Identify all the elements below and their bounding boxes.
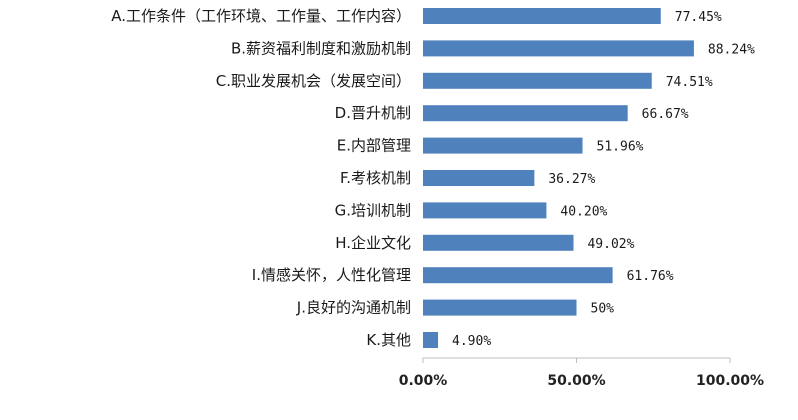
bar-6 <box>423 202 547 219</box>
data-label-6: 40.20% <box>560 204 607 219</box>
category-label-10: K.其他 <box>366 331 411 349</box>
bar-4 <box>423 137 583 154</box>
bar-3 <box>423 105 628 122</box>
data-label-3: 66.67% <box>642 107 689 122</box>
category-label-5: F.考核机制 <box>340 169 411 187</box>
x-tick-label-0: 0.00% <box>399 373 448 389</box>
x-tick-label-2: 100.00% <box>696 373 764 389</box>
bar-9 <box>423 299 577 316</box>
data-label-10: 4.90% <box>452 334 491 349</box>
bar-8 <box>423 267 613 284</box>
data-label-1: 88.24% <box>708 42 755 57</box>
bar-5 <box>423 170 535 186</box>
category-label-8: I.情感关怀，人性化管理 <box>252 266 411 284</box>
data-label-4: 51.96% <box>597 140 644 155</box>
x-tick-label-1: 50.00% <box>547 373 605 389</box>
category-label-4: E.内部管理 <box>337 137 411 155</box>
category-labels: A.工作条件（工作环境、工作量、工作内容） B.薪资福利制度和激励机制 C.职业发展… <box>111 7 411 349</box>
category-label-1: B.薪资福利制度和激励机制 <box>231 39 411 57</box>
bar-7 <box>423 234 574 251</box>
category-label-3: D.晋升机制 <box>335 104 411 122</box>
x-axis: 0.00% 50.00% 100.00% <box>399 357 764 389</box>
data-labels: 77.45% 88.24% 74.51% 66.67% 51.96% 36.27% 40.2… <box>452 10 755 349</box>
category-label-6: G.培训机制 <box>335 201 411 219</box>
bar-10 <box>423 332 439 348</box>
data-label-7: 49.02% <box>587 237 634 252</box>
data-label-8: 61.76% <box>627 269 674 284</box>
data-label-2: 74.51% <box>666 75 713 90</box>
category-label-9: J.良好的沟通机制 <box>296 299 411 317</box>
category-label-2: C.职业发展机会（发展空间） <box>216 72 411 90</box>
category-label-0: A.工作条件（工作环境、工作量、工作内容） <box>111 7 411 25</box>
bar-2 <box>423 72 652 89</box>
category-label-7: H.企业文化 <box>335 234 411 252</box>
data-label-5: 36.27% <box>548 172 595 187</box>
bar-1 <box>423 40 694 57</box>
data-label-0: 77.45% <box>675 10 722 25</box>
bar-0 <box>423 8 661 24</box>
data-label-9: 50% <box>591 302 615 317</box>
bars-group <box>423 8 694 348</box>
